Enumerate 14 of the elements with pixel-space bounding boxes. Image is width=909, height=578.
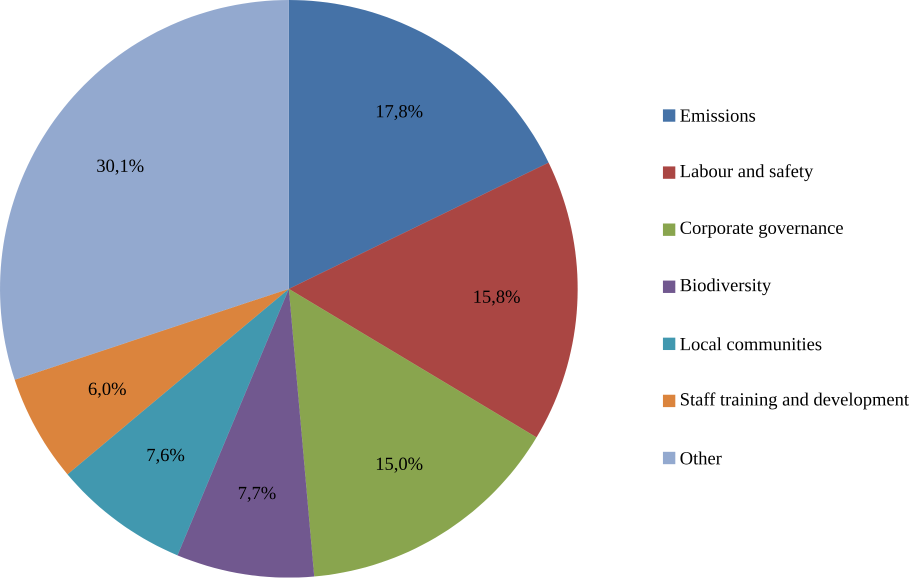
legend-label: Other (680, 452, 722, 465)
legend-label: Local communities (680, 338, 822, 351)
data-label: 6,0% (88, 382, 126, 398)
data-label: 15,8% (474, 290, 520, 306)
legend-label: Corporate governance (680, 222, 843, 238)
data-label: 7,6% (148, 448, 184, 464)
legend-label: Labour and safety (680, 164, 814, 182)
legend-label: Staff training and development (680, 392, 909, 410)
legend-label: Emissions (680, 109, 756, 122)
data-label: 7,7% (238, 486, 276, 502)
data-label: 30,1% (97, 160, 144, 175)
data-label: 17,8% (376, 105, 422, 120)
legend-label: Biodiversity (680, 278, 772, 296)
data-label: 15,0% (376, 458, 422, 473)
